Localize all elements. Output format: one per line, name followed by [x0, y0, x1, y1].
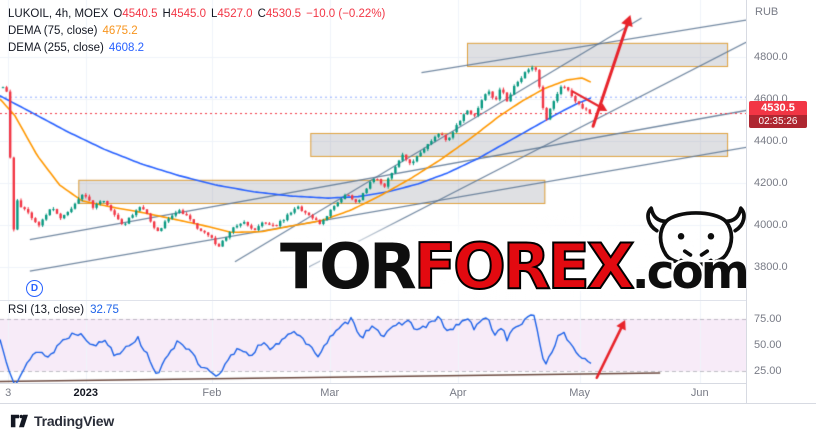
- ohlc-high-value: 4545.0: [170, 7, 206, 20]
- time-axis-label: Jun: [690, 387, 709, 399]
- indicator-legend-dema75[interactable]: DEMA (75, close) 4675.2: [8, 22, 385, 39]
- pane-divider[interactable]: [0, 300, 816, 301]
- footer-bar: TradingView: [0, 403, 816, 437]
- tradingview-label: TradingView: [34, 412, 115, 429]
- rsi-tick-label: 25.00: [754, 365, 782, 378]
- rsi-tick-label: 75.00: [754, 312, 782, 325]
- interval-badge[interactable]: D: [26, 280, 43, 297]
- indicator-value: 4675.2: [102, 24, 138, 37]
- symbol-legend-row[interactable]: LUKOIL, 4h, MOEX O 4540.5 H 4545.0 L 452…: [8, 5, 385, 22]
- tradingview-mark-icon: [10, 414, 28, 427]
- bar-countdown: 02:35:26: [749, 114, 807, 128]
- ohlc-open-value: 4540.5: [122, 7, 158, 20]
- ohlc-low-value: 4527.0: [217, 7, 253, 20]
- indicator-legend-dema255[interactable]: DEMA (255, close) 4608.2: [8, 39, 385, 56]
- price-tick-label: 4000.0: [754, 219, 788, 231]
- tradingview-logo[interactable]: TradingView: [10, 412, 114, 430]
- time-axis-label: Feb: [202, 387, 222, 399]
- ohlc-open-label: O: [113, 7, 123, 20]
- ohlc-close-label: C: [257, 7, 266, 20]
- time-axis-label: May: [569, 387, 591, 399]
- ohlc-high-label: H: [162, 7, 171, 20]
- change-value: −10.0 (−0.22%): [306, 7, 386, 20]
- ohlc-close-value: 4530.5: [265, 7, 302, 20]
- symbol-title[interactable]: LUKOIL, 4h, MOEX: [8, 7, 109, 20]
- price-tick-label: 4400.0: [754, 134, 788, 147]
- rsi-pane-canvas[interactable]: [0, 301, 746, 383]
- time-axis[interactable]: 3 2023 Feb Mar Apr May Jun: [0, 383, 746, 404]
- time-axis-label: 3: [5, 387, 12, 399]
- time-axis-label: Mar: [320, 387, 340, 399]
- price-tick-label: 3800.0: [754, 261, 788, 274]
- indicator-value: 4608.2: [108, 41, 145, 54]
- rsi-label: RSI (13, close): [8, 304, 85, 316]
- indicator-label: DEMA (255, close): [8, 41, 104, 54]
- price-tick-label: 4200.0: [754, 176, 788, 189]
- price-axis[interactable]: RUB 4530.5 02:35:26 4800.0 4600.0 4400.0 42…: [746, 0, 816, 403]
- time-axis-label: Apr: [449, 387, 467, 399]
- indicator-label: DEMA (75, close): [8, 24, 98, 37]
- last-price-badge: 4530.5 02:35:26: [749, 100, 807, 128]
- rsi-tick-label: 50.00: [754, 339, 782, 352]
- rsi-legend-row[interactable]: RSI (13, close) 32.75: [8, 304, 119, 316]
- rsi-value: 32.75: [90, 304, 119, 316]
- ohlc-low-label: L: [211, 7, 218, 20]
- price-tick-label: 4800.0: [754, 50, 788, 63]
- last-price-value: 4530.5: [761, 101, 795, 114]
- currency-label: RUB: [755, 6, 779, 18]
- time-axis-label: 2023: [73, 387, 99, 399]
- chart-legend: LUKOIL, 4h, MOEX O 4540.5 H 4545.0 L 452…: [8, 5, 385, 56]
